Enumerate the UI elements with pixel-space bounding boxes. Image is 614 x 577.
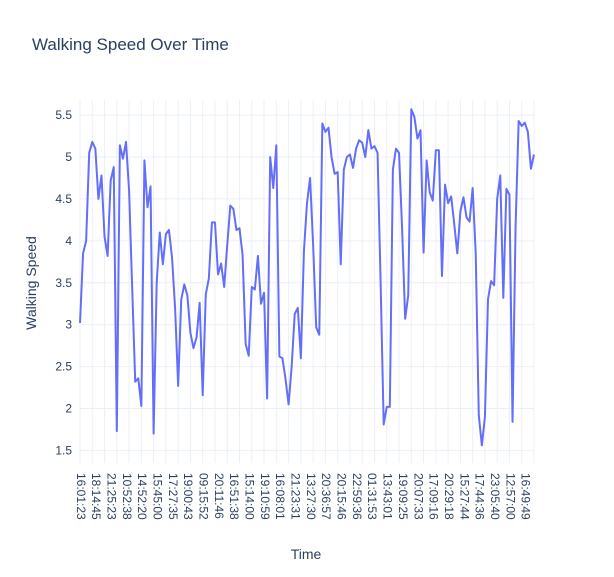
x-tick-label: 16:01:23 — [74, 473, 88, 520]
x-tick-label: 10:52:38 — [120, 473, 134, 520]
grid — [79, 100, 535, 463]
y-tick-label: 2.5 — [55, 360, 72, 374]
x-tick-label: 17:27:35 — [166, 473, 180, 520]
x-tick-label: 17:09:16 — [427, 473, 441, 520]
y-tick-label: 1.5 — [55, 443, 72, 457]
x-tick-label: 13:43:01 — [381, 473, 395, 520]
x-tick-label: 16:51:38 — [227, 473, 241, 520]
y-tick-label: 4 — [65, 234, 72, 248]
x-tick-label: 15:14:00 — [243, 473, 257, 520]
x-tick-label: 20:11:46 — [212, 473, 226, 519]
x-tick-label: 15:27:44 — [457, 473, 471, 520]
y-tick-label: 5 — [65, 150, 72, 164]
x-tick-label: 22:59:36 — [350, 473, 364, 520]
x-tick-label: 15:45:00 — [151, 473, 165, 520]
y-tick-label: 2 — [65, 402, 72, 416]
x-tick-label: 19:09:25 — [396, 473, 410, 520]
x-tick-label: 20:07:33 — [411, 473, 425, 520]
chart-title: Walking Speed Over Time — [32, 35, 229, 54]
x-tick-label: 09:15:52 — [197, 473, 211, 520]
x-tick-label: 20:36:57 — [319, 473, 333, 520]
series-lines — [79, 108, 535, 447]
x-tick-label: 01:31:53 — [365, 473, 379, 520]
x-tick-label: 23:05:40 — [488, 473, 502, 520]
x-tick-label: 21:23:31 — [289, 473, 303, 520]
x-tick-label: 14:52:20 — [135, 473, 149, 520]
x-tick-label: 19:10:59 — [258, 473, 272, 520]
y-tick-labels: 1.5 2 2.5 3 3.5 4 4.5 5 5.5 — [55, 108, 72, 457]
x-axis-label: Time — [291, 546, 322, 562]
x-tick-label: 16:49:49 — [519, 473, 533, 520]
x-tick-label: 18:14:45 — [89, 473, 103, 520]
walking-speed-series-line — [79, 108, 535, 447]
y-tick-label: 4.5 — [55, 192, 72, 206]
y-axis-label: Walking Speed — [23, 236, 39, 330]
y-tick-label: 5.5 — [55, 108, 72, 122]
y-tick-label: 3.5 — [55, 276, 72, 290]
x-tick-labels: 16:01:23 18:14:45 21:25:23 10:52:38 14:52:20… — [74, 473, 533, 520]
x-tick-label: 17:44:36 — [473, 473, 487, 520]
x-tick-label: 16:08:01 — [273, 473, 287, 520]
x-tick-label: 19:00:43 — [181, 473, 195, 520]
y-tick-label: 3 — [65, 318, 72, 332]
x-tick-label: 13:27:30 — [304, 473, 318, 520]
x-tick-label: 20:29:18 — [442, 473, 456, 520]
x-tick-label: 12:57:00 — [503, 473, 517, 520]
x-tick-label: 21:25:23 — [105, 473, 119, 520]
x-tick-label: 20:15:46 — [335, 473, 349, 520]
